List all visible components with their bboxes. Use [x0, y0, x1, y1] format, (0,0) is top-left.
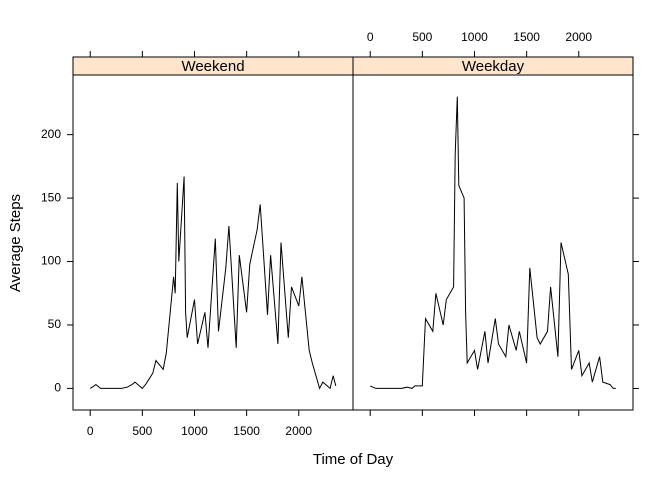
panel-frame: [352, 74, 634, 411]
x-tick-label: 1000: [181, 424, 208, 438]
x-axis-label: Time of Day: [313, 451, 394, 468]
x-tick-label: 500: [412, 30, 432, 44]
y-tick-label: 0: [54, 381, 61, 395]
y-tick-label: 50: [48, 317, 62, 331]
y-axis-label: Average Steps: [7, 194, 24, 292]
data-line: [89, 176, 337, 390]
y-tick-label: 150: [41, 190, 61, 204]
data-line: [369, 96, 616, 389]
strip: [352, 56, 634, 76]
x-tick-label: 2000: [285, 424, 312, 438]
x-tick-label: 0: [367, 30, 374, 44]
x-tick-label: 500: [132, 424, 152, 438]
x-tick-label: 1500: [233, 424, 260, 438]
x-tick-label: 0: [87, 424, 94, 438]
x-tick-label: 1500: [513, 30, 540, 44]
x-tick-label: 2000: [565, 30, 592, 44]
y-tick-label: 200: [41, 127, 61, 141]
y-tick-label: 100: [41, 254, 61, 268]
x-tick-label: 1000: [461, 30, 488, 44]
strip-label: Weekday: [462, 58, 525, 75]
strip-label: Weekend: [181, 58, 244, 75]
